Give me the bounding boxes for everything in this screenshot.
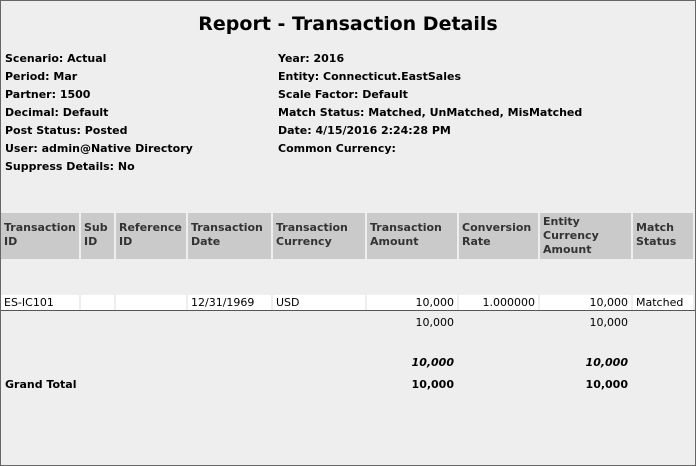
header-line: Transaction	[276, 221, 348, 234]
table-cell: 12/31/1969	[188, 295, 271, 311]
header-line: ID	[119, 235, 133, 248]
info-field: Scenario: Actual	[5, 52, 107, 65]
header-line: Currency	[543, 229, 599, 242]
amount-grand_total: 10,000	[585, 378, 628, 391]
column-header: Sub ID	[81, 213, 114, 259]
info-field: Suppress Details: No	[5, 160, 135, 173]
header-line: Transaction	[370, 221, 442, 234]
header-line: Transaction	[4, 221, 76, 234]
header-line: Date	[191, 235, 221, 248]
header-line: Match	[636, 221, 674, 234]
info-field: Year: 2016	[278, 52, 345, 65]
header-line: Currency	[276, 235, 332, 248]
table-cell: 1.000000	[459, 295, 538, 311]
info-field: Scale Factor: Default	[278, 88, 408, 101]
header-line: Amount	[370, 235, 419, 248]
info-field: Common Currency:	[278, 142, 396, 155]
amount-subtotal: 10,000	[589, 316, 629, 329]
info-field: Date: 4/15/2016 2:24:28 PM	[278, 124, 451, 137]
amount-total: 10,000	[411, 356, 454, 369]
column-header: Entity Currency Amount	[540, 213, 631, 259]
info-field: Partner: 1500	[5, 88, 91, 101]
column-header: Match Status	[633, 213, 693, 259]
table-cell: USD	[273, 295, 365, 311]
column-header: Transaction ID	[1, 213, 79, 259]
table-cell	[116, 295, 186, 311]
header-line: ID	[4, 235, 18, 248]
column-header: Transaction Date	[188, 213, 271, 259]
grand-total-label: Grand Total	[5, 378, 77, 391]
amount-grand_total: 10,000	[411, 378, 454, 391]
info-field: Post Status: Posted	[5, 124, 128, 137]
table-cell: 10,000	[367, 295, 457, 311]
column-header: Reference ID	[116, 213, 186, 259]
table-cell: 10,000	[540, 295, 631, 311]
info-field: Entity: Connecticut.EastSales	[278, 70, 461, 83]
amount-total: 10,000	[585, 356, 628, 369]
column-header: Conversion Rate	[459, 213, 538, 259]
header-line: Transaction	[191, 221, 263, 234]
info-field: Period: Mar	[5, 70, 78, 83]
header-line: Entity	[543, 215, 580, 228]
header-line: Conversion	[462, 221, 532, 234]
table-cell: ES-IC101	[1, 295, 79, 311]
header-line: Sub	[84, 221, 108, 234]
header-line: Reference	[119, 221, 182, 234]
column-header: Transaction Amount	[367, 213, 457, 259]
amount-subtotal: 10,000	[415, 316, 455, 329]
header-line: Status	[636, 235, 677, 248]
info-field: Match Status: Matched, UnMatched, MisMat…	[278, 106, 583, 119]
header-line: ID	[84, 235, 98, 248]
table-cell	[81, 295, 114, 311]
info-field: Decimal: Default	[5, 106, 109, 119]
header-line: Rate	[462, 235, 491, 248]
column-header: Transaction Currency	[273, 213, 365, 259]
row-rule	[1, 310, 695, 311]
header-line: Amount	[543, 243, 592, 256]
table-cell: Matched	[633, 295, 693, 311]
report-title: Report - Transaction Details	[198, 13, 498, 35]
info-field: User: admin@Native Directory	[5, 142, 193, 155]
